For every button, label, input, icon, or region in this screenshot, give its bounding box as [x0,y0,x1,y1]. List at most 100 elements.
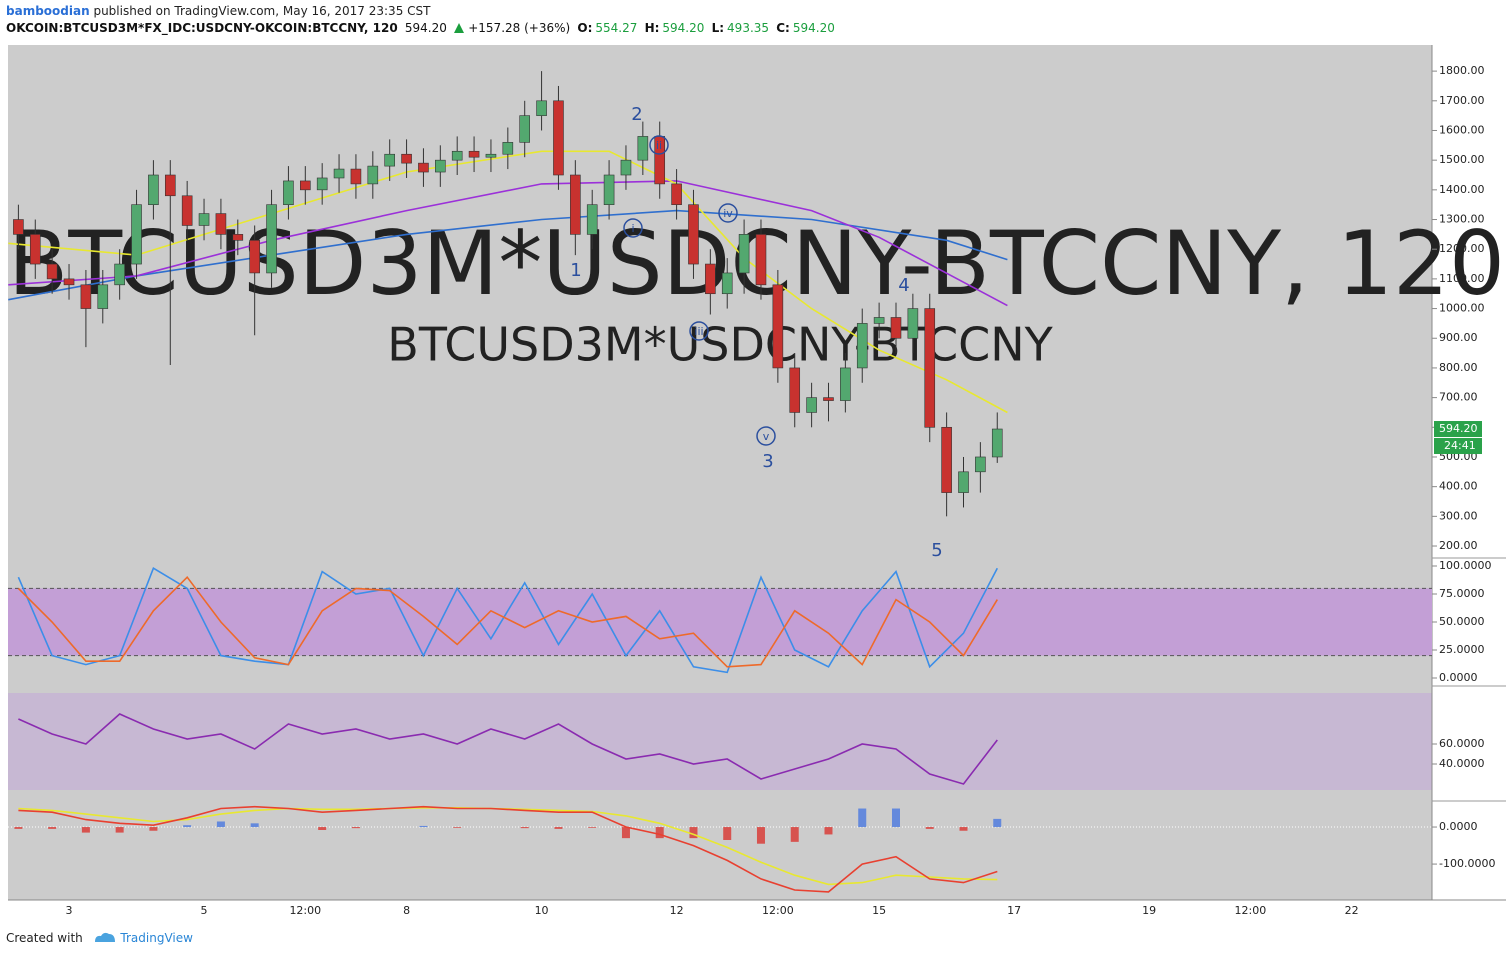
candle-body [738,234,750,274]
x-tick-label: 17 [1007,904,1021,917]
wave-sublabel: iii [694,325,703,338]
candle-body [570,174,581,235]
candle-body [856,323,868,369]
histogram-bar [925,827,934,829]
candle-body [603,174,615,205]
candle-body [806,397,817,413]
histogram-bar [520,827,529,829]
candle-body [384,153,395,167]
line-series [18,713,998,785]
x-tick-label: 12:00 [762,904,794,917]
wave-circle [718,203,738,223]
candle-body [705,263,716,295]
candle-body [333,168,345,179]
candle-body [907,308,919,339]
x-tick-label: 8 [403,904,410,917]
y-tick-label: 1700.00 [1439,94,1485,107]
c-label: C: [776,21,790,35]
price-badge [1434,421,1482,438]
candle-body [755,234,767,286]
y-tick-label: 1300.00 [1439,213,1485,226]
histogram-bar [14,827,23,829]
histogram-bar [790,827,799,842]
wave-circle [689,321,709,341]
y-tick-label: 1600.00 [1439,123,1485,136]
candle-body [890,317,902,339]
candle-body [164,174,176,197]
o-label: O: [577,21,593,35]
candle-body [266,204,277,274]
histogram-bar [723,827,732,840]
symbol: OKCOIN:BTCUSD3M*FX_IDC:USDCNY-OKCOIN:BTC… [6,21,398,35]
candle-body [401,153,412,164]
histogram-bar [250,823,259,828]
h-value: 594.20 [662,21,705,35]
y-tick-label: 75.0000 [1439,587,1485,600]
y-tick-label: 40.0000 [1439,757,1485,770]
histogram-bar [689,827,698,839]
y-tick-label: 700.00 [1439,391,1478,404]
candle-body [131,204,142,265]
y-tick-label: 1400.00 [1439,183,1485,196]
price-badge-label: 594.20 [1439,422,1478,435]
x-tick-label: 3 [66,904,73,917]
wave-circle [623,218,643,238]
candle-body [13,219,24,235]
change: +157.28 (+36%) [468,21,571,35]
candle-body [114,263,125,286]
l-value: 493.35 [727,21,770,35]
line-series [17,575,998,668]
candle-body [485,153,497,158]
y-tick-label: -100.0000 [1439,857,1495,870]
histogram-bar [419,825,428,828]
histogram-bar [453,827,462,828]
candle-body [316,177,328,191]
histogram-bar [621,827,630,839]
pane-background [8,802,1432,900]
y-tick-label: 0.0000 [1439,820,1478,833]
histogram-bar [115,827,124,833]
candle-body [924,308,936,428]
countdown-badge [1434,438,1482,455]
candle-body [519,115,531,143]
created-with: Created with [6,931,83,945]
y-tick-label: 1000.00 [1439,302,1485,315]
histogram-bar [149,827,158,831]
wave-label: 3 [762,451,773,472]
l-label: L: [711,21,725,35]
line-series [8,209,1008,301]
last-price: 594.20 [404,21,447,35]
brand[interactable]: TradingView [120,931,193,945]
x-tick-label: 15 [872,904,886,917]
y-tick-label: 60.0000 [1439,737,1485,750]
candle-body [688,204,699,265]
header: bamboodian published on TradingView.com,… [6,4,430,18]
histogram-bar [858,808,867,828]
y-tick-label: 1800.00 [1439,64,1485,77]
chart: BTCUSD3M*USDCNY-BTCCNY, 120BTCUSD3M*USDC… [8,45,1506,917]
author[interactable]: bamboodian [6,4,90,18]
histogram-bar [183,825,192,828]
histogram-bar [48,827,57,829]
pane-background [8,45,1432,557]
x-tick-label: 19 [1142,904,1156,917]
wave-sublabel: iv [723,207,733,220]
candle-body [958,471,969,493]
candle-body [435,159,446,173]
candle-body [502,142,514,155]
histogram-bar [351,827,360,829]
candle-body [671,183,682,205]
candle-body [232,234,244,241]
candle-body [148,174,159,205]
y-tick-label: 1200.00 [1439,242,1485,255]
candle-body [451,150,463,161]
wave-sublabel: v [763,430,770,443]
histogram-bar [216,821,225,828]
wave-circle [649,135,669,155]
candle-body [840,367,851,401]
line-series [8,180,1008,307]
histogram-bar [756,827,765,844]
wave-sublabel: ii [656,139,662,152]
candle-body [300,180,311,191]
